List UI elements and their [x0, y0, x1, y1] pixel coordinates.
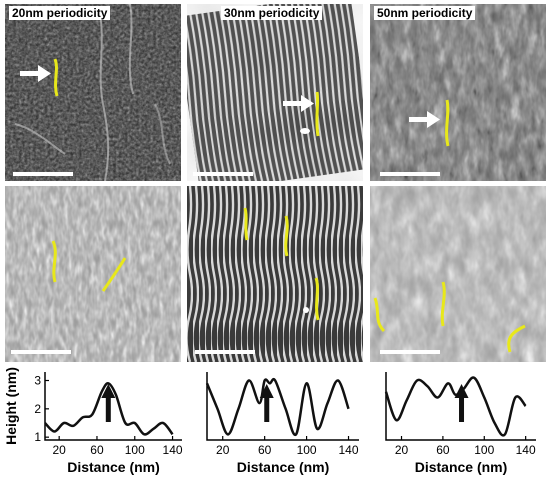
- height-profile-chart-30nm: 20 60 100 140 Distance (nm): [187, 366, 363, 486]
- trace-highlight: [373, 297, 386, 333]
- axis-line: [206, 372, 359, 441]
- scale-bar: [11, 350, 71, 354]
- panel-title-50nm: 50nm periodicity: [374, 6, 476, 20]
- afm-image-mid-20nm: [5, 186, 181, 362]
- x-tick-label: 100: [297, 443, 317, 457]
- arrow-icon: [283, 95, 314, 112]
- y-tick-label: 3: [34, 374, 41, 388]
- trace-highlight: [445, 99, 450, 147]
- arrow-icon: [20, 65, 51, 82]
- panel-title-30nm: 30nm periodicity: [221, 6, 323, 20]
- scale-bar: [380, 350, 440, 354]
- afm-image-top-20nm: [5, 4, 181, 181]
- panel-title-20nm: 20nm periodicity: [9, 6, 111, 20]
- profile-series-line: [44, 382, 174, 436]
- up-arrow-icon: [101, 384, 116, 422]
- trace-highlight: [284, 215, 289, 257]
- y-axis-label: Height (nm): [3, 367, 19, 445]
- x-tick-label: 20: [216, 443, 230, 457]
- x-axis-label: Distance (nm): [237, 459, 330, 475]
- up-arrow-icon: [454, 384, 469, 422]
- x-tick-label: 60: [436, 443, 450, 457]
- chart-svg: 20 60 100 140 1 2 3 Distance (nm) Height (nm): [3, 367, 183, 475]
- panel-mid-20nm: [5, 186, 181, 362]
- scale-bar: [380, 172, 440, 176]
- scale-bar: [13, 172, 73, 176]
- afm-image-top-30nm: [187, 4, 363, 181]
- panel-mid-50nm: [370, 186, 546, 362]
- trace-highlight: [507, 324, 526, 353]
- x-tick-label: 140: [339, 443, 359, 457]
- trace-highlight: [315, 91, 320, 137]
- x-tick-label: 140: [163, 443, 183, 457]
- panel-top-50nm: 50nm periodicity: [370, 4, 546, 181]
- x-tick-label: 60: [90, 443, 104, 457]
- y-tick-label: 2: [34, 402, 41, 416]
- height-profile-chart-50nm: 20 60 100 140 Distance (nm): [370, 366, 546, 486]
- profile-series-line: [205, 377, 350, 437]
- trace-highlight: [51, 240, 57, 283]
- x-tick-label: 20: [395, 443, 409, 457]
- trace-highlight: [53, 58, 59, 97]
- up-arrow-icon: [259, 384, 274, 422]
- trace-highlight: [314, 277, 320, 321]
- afm-image-mid-50nm: [370, 186, 546, 362]
- trace-highlight: [243, 207, 249, 241]
- x-axis-label: Distance (nm): [415, 459, 508, 475]
- arrow-icon: [409, 111, 440, 128]
- y-tick-label: 1: [34, 430, 41, 444]
- chart-svg: 20 60 100 140 Distance (nm): [384, 372, 536, 475]
- chart-svg: 20 60 100 140 Distance (nm): [205, 372, 359, 475]
- x-axis-label: Distance (nm): [67, 459, 160, 475]
- x-tick-label: 100: [125, 443, 145, 457]
- scale-bar: [193, 172, 253, 176]
- afm-image-top-50nm: [370, 4, 546, 181]
- panel-top-30nm: 30nm periodicity: [187, 4, 363, 181]
- height-profile-chart-20nm: 20 60 100 140 1 2 3 Distance (nm) Height (nm): [0, 366, 184, 486]
- profile-series-line: [384, 376, 527, 437]
- panel-top-20nm: 20nm periodicity: [5, 4, 181, 181]
- trace-highlight: [101, 257, 127, 292]
- x-tick-label: 100: [474, 443, 494, 457]
- panel-mid-30nm: [187, 186, 363, 362]
- scale-bar: [195, 350, 255, 354]
- x-tick-label: 20: [52, 443, 66, 457]
- trace-highlight: [440, 281, 446, 327]
- axis-line: [44, 372, 182, 441]
- afm-image-mid-30nm: [187, 186, 363, 362]
- x-tick-label: 60: [258, 443, 272, 457]
- x-tick-label: 140: [516, 443, 536, 457]
